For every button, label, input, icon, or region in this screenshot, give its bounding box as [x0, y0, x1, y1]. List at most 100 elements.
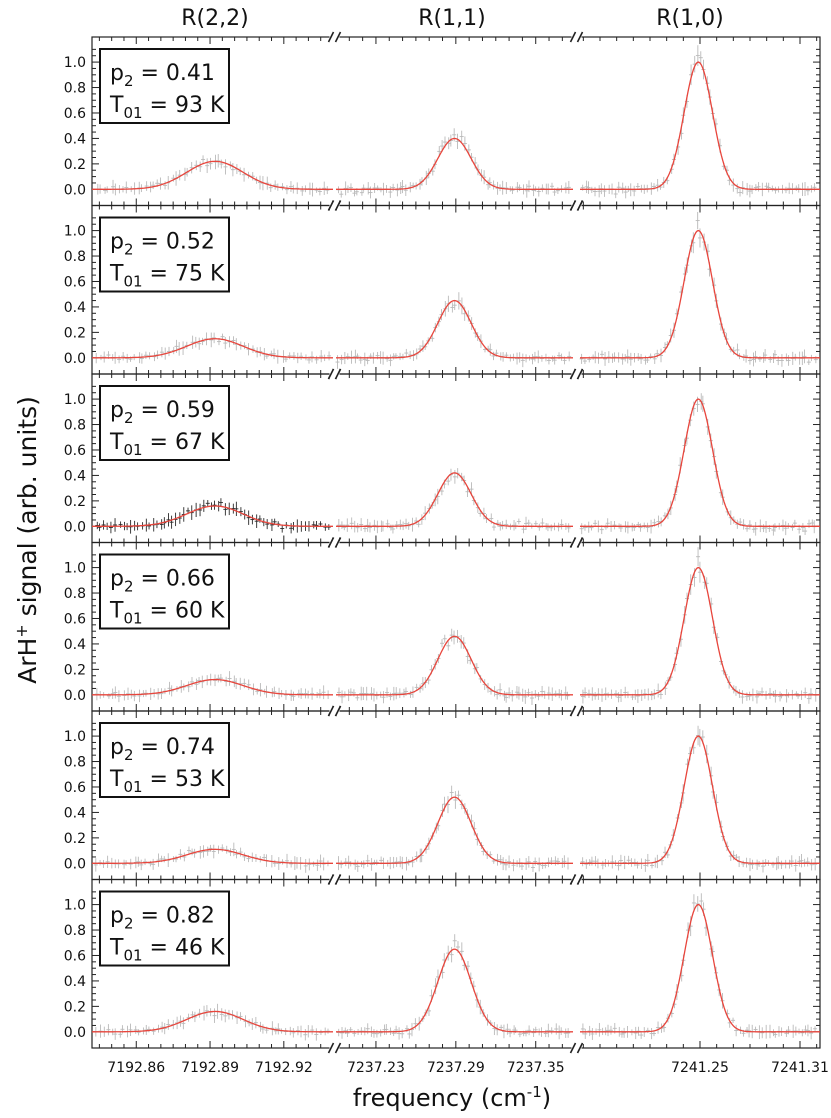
column-title-r10: R(1,0) — [656, 6, 723, 31]
legend-p2: p2 = 0.74 — [110, 735, 215, 764]
y-tick-label: 0.0 — [64, 856, 86, 872]
series-points-R11 — [336, 785, 571, 873]
legend-p2-symbol: p — [110, 61, 124, 86]
legend-temperature: T01 = 53 K — [109, 767, 225, 796]
axis-break-mark — [334, 1042, 342, 1054]
x-tick-label: 7237.35 — [507, 1060, 565, 1076]
y-tick-label: 0.8 — [64, 755, 86, 771]
axis-break-mark — [576, 705, 584, 717]
axis-break-mark — [569, 1042, 577, 1054]
axis-break-mark — [569, 200, 577, 211]
legend-t-symbol: T — [109, 767, 124, 792]
legend-p2-subscript: 2 — [124, 409, 134, 427]
series-points-R22 — [95, 154, 330, 197]
legend-t-subscript: 01 — [123, 104, 142, 122]
legend-box — [99, 385, 230, 461]
axis-break-gap — [571, 707, 582, 715]
series-points-R10 — [579, 393, 817, 536]
legend-p2-subscript: 2 — [124, 915, 134, 933]
axis-break-mark — [576, 537, 584, 548]
y-tick-label: 1.0 — [64, 729, 86, 745]
axis-break-mark — [576, 1042, 584, 1054]
series-points-R11 — [336, 628, 570, 705]
axis-break-mark — [327, 537, 335, 548]
x-tick-label: 7237.29 — [427, 1060, 485, 1076]
legend-p2: p2 = 0.66 — [110, 567, 215, 596]
legend-box — [99, 553, 230, 630]
legend-temperature: T01 = 67 K — [109, 430, 225, 459]
legend-p2-subscript: 2 — [124, 241, 134, 259]
legend-temperature: T01 = 93 K — [109, 93, 225, 122]
series-points-R22 — [93, 842, 330, 873]
fit-curve-R11 — [336, 635, 573, 696]
axis-break-mark — [334, 31, 342, 43]
y-tick-label: 0.8 — [64, 249, 86, 265]
x-axis-title: frequency (cm-1) — [353, 1083, 551, 1112]
y-tick-label: 0.2 — [64, 494, 86, 510]
axis-break-gap — [329, 33, 340, 41]
y-tick-label: 0.4 — [64, 300, 86, 316]
legend-p2-value: = 0.74 — [134, 735, 215, 760]
legend-p2-value: = 0.82 — [134, 904, 215, 929]
legend-box — [99, 890, 230, 967]
axis-break-mark — [327, 705, 335, 717]
axis-break-mark — [334, 368, 342, 380]
legend-t-subscript: 01 — [123, 441, 142, 459]
legend-p2-subscript: 2 — [124, 578, 134, 596]
series-points-R11 — [336, 934, 571, 1040]
fit-curve-R10 — [580, 566, 820, 696]
y-tick-label: 0.2 — [64, 325, 86, 341]
axis-break-mark — [334, 874, 342, 885]
x-tick-label: 7192.89 — [181, 1060, 239, 1076]
series-points-R22 — [94, 671, 331, 703]
legend-t-value: = 93 K — [143, 93, 225, 118]
y-tick-label: 0.2 — [64, 999, 86, 1015]
series-points-R10 — [580, 45, 817, 199]
legend-temperature: T01 = 75 K — [109, 262, 225, 291]
legend-t-value: = 46 K — [143, 936, 225, 961]
series-points-R10 — [579, 211, 818, 367]
y-tick-label: 0.4 — [64, 637, 86, 653]
legend-p2: p2 = 0.59 — [110, 398, 215, 427]
axis-break-mark — [327, 200, 335, 211]
legend-t-symbol: T — [109, 936, 124, 961]
legend-p2-symbol: p — [110, 398, 124, 423]
y-tick-label: 0.8 — [64, 418, 86, 434]
axis-break-gap — [329, 707, 340, 715]
axis-break-gap — [329, 201, 340, 210]
legend-p2: p2 = 0.41 — [110, 61, 215, 90]
series-points-R22 — [94, 332, 332, 364]
axis-break-mark — [334, 200, 342, 211]
fit-curve-R10 — [580, 903, 820, 1033]
y-axis-title-main: ArH — [13, 638, 42, 684]
axis-break-mark — [569, 537, 577, 548]
column-title-r11: R(1,1) — [418, 6, 485, 31]
y-tick-label: 0.2 — [64, 662, 86, 678]
legend-t-subscript: 01 — [123, 273, 142, 291]
y-tick-label: 0.0 — [64, 519, 86, 535]
fit-curve-R10 — [580, 229, 820, 359]
axis-break-mark — [576, 200, 584, 211]
legend-p2-subscript: 2 — [124, 746, 134, 764]
fit-curve-R11 — [336, 796, 573, 864]
legend-p2-value: = 0.59 — [134, 398, 215, 423]
axis-break-gap — [571, 201, 582, 210]
axis-break-mark — [569, 31, 577, 43]
y-tick-label: 0.8 — [64, 923, 86, 939]
legend-p2: p2 = 0.52 — [110, 230, 215, 259]
y-tick-label: 0.2 — [64, 831, 86, 847]
y-tick-label: 0.6 — [64, 106, 86, 122]
y-tick-label: 0.6 — [64, 780, 86, 796]
axis-break-mark — [576, 368, 584, 380]
y-tick-label: 0.0 — [64, 1025, 86, 1041]
x-axis-title-sup: -1 — [527, 1083, 542, 1101]
y-axis-title-tail: signal (arb. units) — [13, 396, 42, 624]
fit-curve-R10 — [580, 398, 820, 527]
y-tick-label: 1.0 — [64, 561, 86, 577]
legend-t-symbol: T — [109, 430, 124, 455]
x-tick-label: 7192.86 — [107, 1060, 165, 1076]
y-tick-label: 0.2 — [64, 157, 86, 173]
fit-curve-R22 — [92, 160, 333, 190]
series-points-R10 — [580, 725, 818, 873]
